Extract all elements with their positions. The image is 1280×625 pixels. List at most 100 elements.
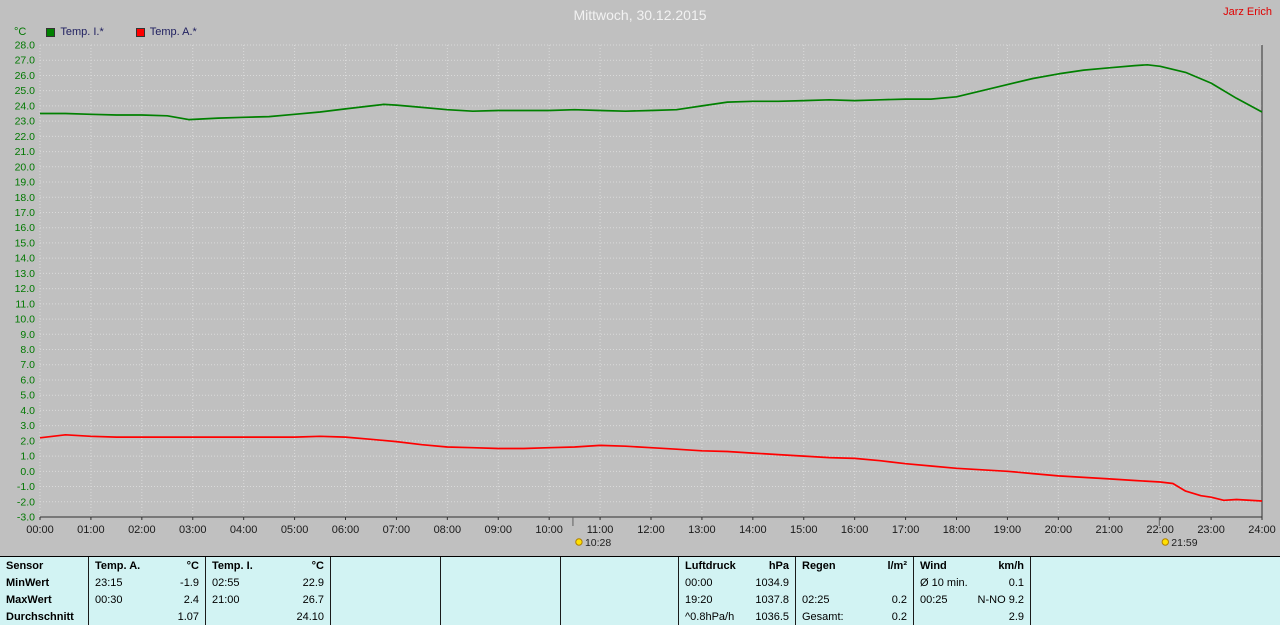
sunrise-marker: 10:28 <box>572 517 611 549</box>
svg-text:1.0: 1.0 <box>20 451 35 463</box>
row-label-text: MinWert <box>6 576 50 589</box>
svg-text:28.0: 28.0 <box>15 40 36 52</box>
grid-lines <box>39 44 1263 518</box>
svg-text:11.0: 11.0 <box>15 298 35 310</box>
value-time: 02:25 <box>802 593 830 606</box>
value-number: 0.1 <box>1008 576 1024 589</box>
svg-text:17:00: 17:00 <box>892 524 920 536</box>
svg-text:4.0: 4.0 <box>20 405 35 417</box>
value-number: 2.4 <box>183 593 199 606</box>
svg-text:20.0: 20.0 <box>15 161 36 173</box>
value-number: 1036.5 <box>755 610 789 623</box>
svg-text:02:00: 02:00 <box>128 524 156 536</box>
sensor-value-cell: 24.10 <box>206 608 330 625</box>
sensor-value-cell: Gesamt: 0.2 <box>796 608 913 625</box>
temp-i-line <box>40 63 1263 121</box>
svg-text:21:00: 21:00 <box>1095 524 1123 536</box>
sensor-value-cell: 2.9 <box>914 608 1030 625</box>
sensor-value-cell: 19:20 1037.8 <box>679 591 795 608</box>
sensor-column-temp-a: Temp. A. °C 23:15 -1.9 00:30 2.4 1.07 <box>88 557 205 625</box>
sensor-value-cell: ^0.8hPa/h 1036.5 <box>679 608 795 625</box>
row-label-text: Sensor <box>6 559 44 572</box>
value-time: 00:30 <box>95 593 123 606</box>
sunset-marker: 21:59 <box>1158 517 1198 549</box>
sensor-column-empty-4 <box>1030 557 1280 625</box>
sensor-value-cell <box>561 574 678 591</box>
value-number: 2.9 <box>1008 610 1024 623</box>
sensor-header-cell <box>441 557 560 574</box>
sensor-column-empty-3 <box>560 557 678 625</box>
svg-text:9.0: 9.0 <box>20 329 35 341</box>
svg-text:24:00: 24:00 <box>1248 524 1276 536</box>
row-label-text: MaxWert <box>6 593 52 606</box>
sunrise-sun-icon <box>575 538 583 546</box>
sensor-column-empty-1 <box>330 557 440 625</box>
chart-legend: °C Temp. I.* Temp. A.* <box>14 26 229 38</box>
svg-text:07:00: 07:00 <box>383 524 411 536</box>
temp-a-swatch-icon <box>135 27 145 37</box>
temp-i-swatch-icon <box>46 27 56 37</box>
sensor-name: Regen <box>802 559 836 572</box>
sensor-value-cell: 00:00 1034.9 <box>679 574 795 591</box>
sensor-header-cell <box>331 557 440 574</box>
value-number: 1037.8 <box>755 593 789 606</box>
y-axis-labels: 28.0 27.0 26.0 25.0 24.0 23.0 22.0 21.0 20.0 19.0… <box>15 40 36 524</box>
title-bar: Mittwoch, 30.12.2015 <box>0 7 1280 23</box>
sunset-sun-icon <box>1161 538 1170 546</box>
page-title: Mittwoch, 30.12.2015 <box>573 7 707 23</box>
svg-text:27.0: 27.0 <box>15 55 36 67</box>
svg-text:12:00: 12:00 <box>637 524 665 536</box>
svg-text:11:00: 11:00 <box>587 524 614 536</box>
sensor-value-cell: 00:25 N-NO 9.2 <box>914 591 1030 608</box>
sensor-value-cell: 00:30 2.4 <box>89 591 205 608</box>
svg-text:26.0: 26.0 <box>15 70 36 82</box>
svg-text:6.0: 6.0 <box>20 374 35 386</box>
sensor-column-luftdruck: Luftdruck hPa 00:00 1034.9 19:20 1037.8 ^0.8hP… <box>678 557 795 625</box>
svg-text:5.0: 5.0 <box>20 390 35 402</box>
legend-temp-i-label: Temp. I.* <box>60 26 104 38</box>
stats-table: Sensor MinWert MaxWert Durchschnitt Temp. A.… <box>0 556 1280 625</box>
svg-text:21.0: 21.0 <box>15 146 36 158</box>
sensor-value-cell: 23:15 -1.9 <box>89 574 205 591</box>
svg-text:8.0: 8.0 <box>20 344 35 356</box>
sunrise-time-label: 10:28 <box>585 537 611 549</box>
svg-text:16.0: 16.0 <box>15 222 36 234</box>
svg-text:13.0: 13.0 <box>15 268 36 280</box>
sensor-value-cell <box>331 608 440 625</box>
svg-text:19:00: 19:00 <box>994 524 1022 536</box>
value-time: ^0.8hPa/h <box>685 610 735 623</box>
sunset-time-label: 21:59 <box>1171 537 1197 549</box>
svg-text:3.0: 3.0 <box>20 420 35 432</box>
y-axis-unit-label: °C <box>14 26 27 38</box>
svg-text:10:00: 10:00 <box>535 524 563 536</box>
sensor-header-cell <box>1031 557 1280 574</box>
sensor-header-cell: Luftdruck hPa <box>679 557 795 574</box>
svg-text:22.0: 22.0 <box>15 131 36 143</box>
sensor-value-cell: 1.07 <box>89 608 205 625</box>
value-time: Ø 10 min. <box>920 576 968 589</box>
svg-text:23.0: 23.0 <box>15 116 36 128</box>
value-number: N-NO 9.2 <box>977 593 1024 606</box>
sensor-unit: l/m² <box>887 559 907 572</box>
sensor-value-cell <box>561 608 678 625</box>
svg-text:05:00: 05:00 <box>281 524 309 536</box>
svg-text:15.0: 15.0 <box>15 237 36 249</box>
svg-text:10.0: 10.0 <box>15 314 36 326</box>
sensor-value-cell: 02:25 0.2 <box>796 591 913 608</box>
sensor-value-cell <box>1031 591 1280 608</box>
svg-text:25.0: 25.0 <box>15 85 36 97</box>
svg-text:01:00: 01:00 <box>77 524 105 536</box>
value-number: -1.9 <box>180 576 199 589</box>
row-label-text: Durchschnitt <box>6 610 74 623</box>
sensor-value-cell: Ø 10 min. 0.1 <box>914 574 1030 591</box>
sensor-name: Wind <box>920 559 947 572</box>
value-time: 19:20 <box>685 593 713 606</box>
svg-text:04:00: 04:00 <box>230 524 258 536</box>
legend-item-temp-i: Temp. I.* <box>46 26 104 38</box>
temperature-chart-plot[interactable]: 28.0 27.0 26.0 25.0 24.0 23.0 22.0 21.0 20.0 19.0… <box>0 0 1280 556</box>
svg-text:18:00: 18:00 <box>943 524 971 536</box>
value-number: 26.7 <box>302 593 324 606</box>
sensor-value-cell <box>441 591 560 608</box>
svg-text:22:00: 22:00 <box>1146 524 1174 536</box>
sensor-column-temp-i: Temp. I. °C 02:55 22.9 21:00 26.7 24.10 <box>205 557 330 625</box>
